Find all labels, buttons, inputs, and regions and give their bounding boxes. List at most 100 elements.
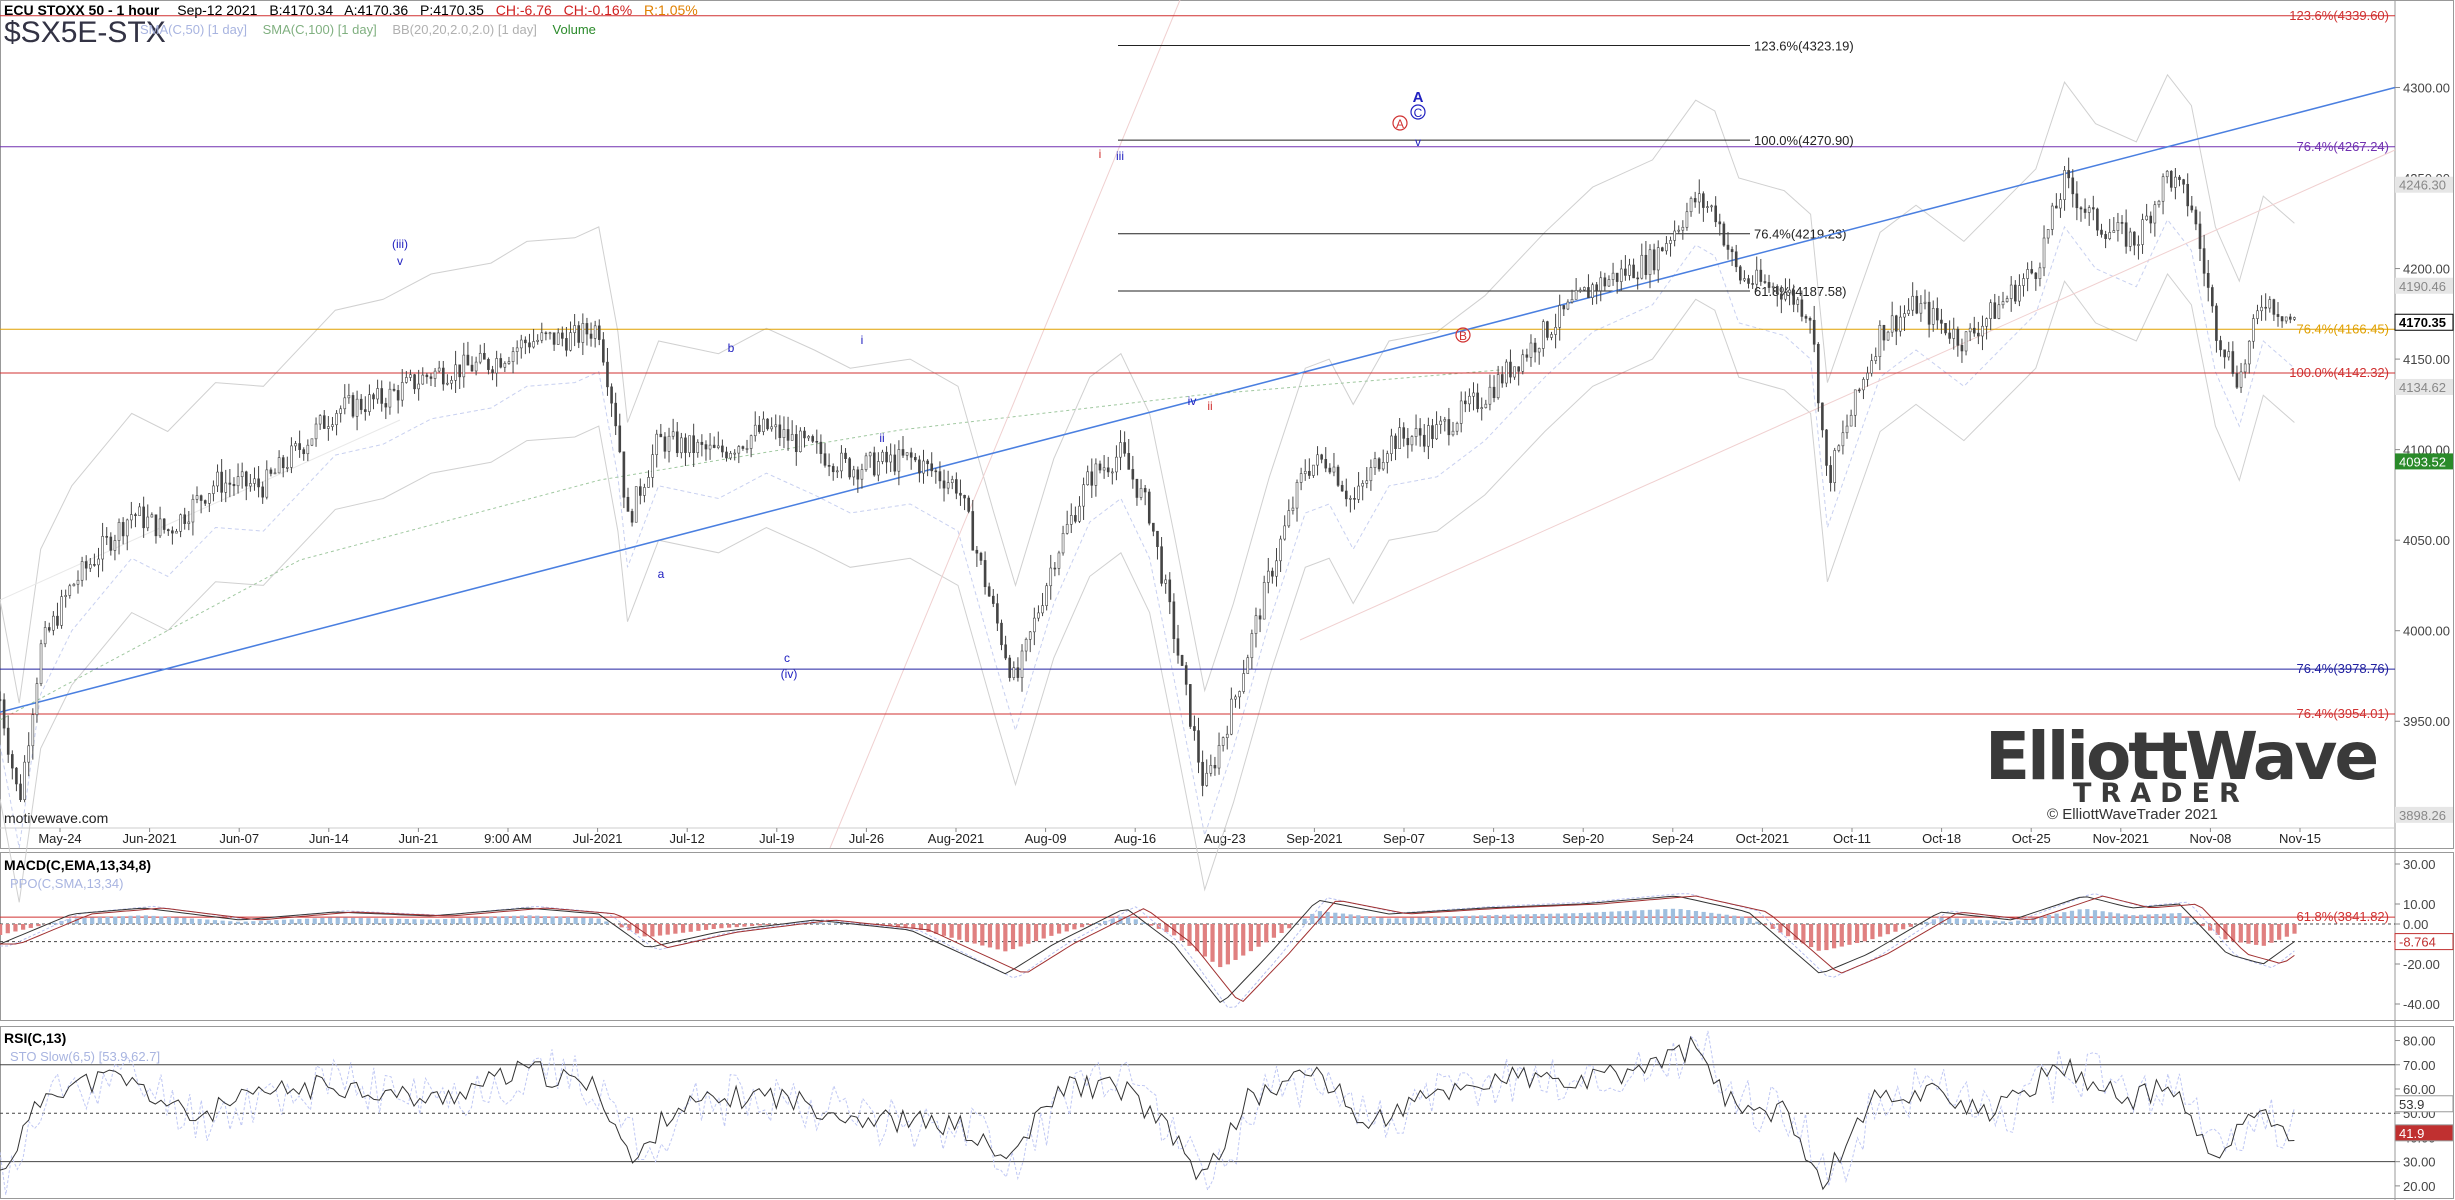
candle-body	[868, 452, 872, 457]
macd-bar	[1379, 917, 1384, 924]
candle-body	[1082, 484, 1085, 507]
date-tick-label: Jul-19	[759, 831, 794, 846]
macd-bar	[1939, 917, 1944, 924]
macd-bar	[903, 924, 908, 928]
macd-bar	[1026, 924, 1031, 944]
indicator-bb[interactable]: BB(20,20,2.0,2.0) [1 day]	[392, 22, 537, 37]
price-tick-label: 4200.00	[2403, 262, 2450, 277]
candle-body	[971, 511, 975, 551]
macd-bar	[1747, 917, 1752, 924]
macd-bar	[750, 924, 755, 927]
wave-label: iv	[1188, 394, 1197, 408]
macd-bar	[266, 920, 271, 924]
macd-bar	[1294, 923, 1300, 924]
macd-bar	[1962, 918, 1967, 924]
candle-body	[495, 358, 498, 374]
macd-bar	[427, 919, 432, 924]
candle-body	[618, 425, 622, 453]
macd-bar	[957, 924, 962, 940]
candle-body	[950, 479, 954, 484]
date-tick-label: Sep-07	[1383, 831, 1425, 846]
macd-bar	[1586, 912, 1591, 924]
candle-body	[1546, 321, 1549, 338]
candle-body	[142, 506, 145, 529]
candle-body	[1381, 462, 1385, 470]
sto-slow-line	[0, 1030, 2295, 1195]
indicator-sma50[interactable]: SMA(C,50) [1 day]	[140, 22, 247, 37]
indicator-sma100[interactable]: SMA(C,100) [1 day]	[262, 22, 377, 37]
candle-body	[2104, 234, 2107, 239]
candle-body	[1439, 420, 1442, 425]
candle-body	[1681, 226, 1685, 231]
date-tick-label: Jul-12	[669, 831, 704, 846]
macd-bar	[987, 924, 993, 948]
candle-body	[1061, 533, 1065, 554]
header-date: Sep-12 2021	[177, 2, 258, 18]
candle-body	[2190, 205, 2194, 211]
candle-body	[224, 482, 228, 493]
candle-body	[544, 332, 548, 335]
fib-level-label: 76.4%(3954.01)	[2296, 706, 2389, 721]
candle-body	[339, 408, 342, 414]
macd-bar	[1010, 924, 1016, 950]
date-tick-label: May-24	[38, 831, 81, 846]
candle-body	[909, 452, 913, 458]
candle-body	[93, 564, 96, 566]
candle-body	[1997, 304, 2001, 319]
candle-body	[1862, 379, 1865, 391]
candle-body	[1390, 435, 1393, 454]
candle-body	[1427, 425, 1430, 447]
candle-body	[2276, 314, 2280, 317]
candle-body	[1533, 342, 1537, 353]
macd-bar	[1141, 922, 1146, 924]
candle-body	[1845, 425, 1849, 434]
macd-bar	[2269, 924, 2274, 943]
candle-body	[1123, 442, 1126, 454]
candle-body	[581, 323, 585, 343]
candle-body	[2038, 267, 2042, 280]
candle-body	[1821, 402, 1824, 431]
macd-bar	[381, 918, 386, 924]
candle-body	[684, 437, 687, 453]
candle-body	[758, 424, 761, 432]
candle-body	[1230, 698, 1233, 735]
wave-label: v	[397, 254, 403, 268]
candle-body	[187, 521, 191, 524]
candle-body	[807, 436, 810, 439]
candle-body	[1812, 319, 1816, 345]
candle-body	[1369, 467, 1373, 482]
candle-body	[2264, 306, 2267, 309]
macd-bar	[350, 917, 356, 924]
bollinger-lower	[0, 273, 2295, 903]
candle-body	[1500, 374, 1504, 384]
macd-bar	[1064, 924, 1069, 932]
price-tick-label: 4000.00	[2403, 624, 2450, 639]
candle-body	[696, 441, 700, 453]
macd-bar	[1893, 924, 1898, 932]
macd-bar	[343, 917, 348, 924]
macd-bar	[251, 921, 256, 924]
candle-body	[1344, 490, 1348, 500]
macd-bar	[1079, 924, 1085, 928]
candle-body	[1443, 419, 1447, 422]
candle-body	[893, 454, 897, 472]
indicator-volume[interactable]: Volume	[552, 22, 596, 37]
macd-bar	[888, 924, 893, 927]
macd-bar	[235, 921, 241, 924]
candle-body	[881, 451, 884, 462]
macd-bar	[389, 918, 394, 924]
candle-body	[1837, 445, 1841, 451]
candle-body	[343, 397, 347, 410]
candle-body	[1225, 733, 1229, 738]
macd-bar	[212, 920, 218, 924]
candle-body	[327, 426, 330, 429]
macd-last-value: -8.764	[2399, 935, 2436, 950]
candle-body	[97, 558, 100, 566]
macd-line	[0, 895, 2295, 1003]
candle-body	[1004, 644, 1007, 659]
candle-body	[561, 332, 564, 339]
candle-body	[774, 424, 778, 428]
candle-body	[577, 325, 581, 343]
macd-bar	[650, 924, 655, 937]
